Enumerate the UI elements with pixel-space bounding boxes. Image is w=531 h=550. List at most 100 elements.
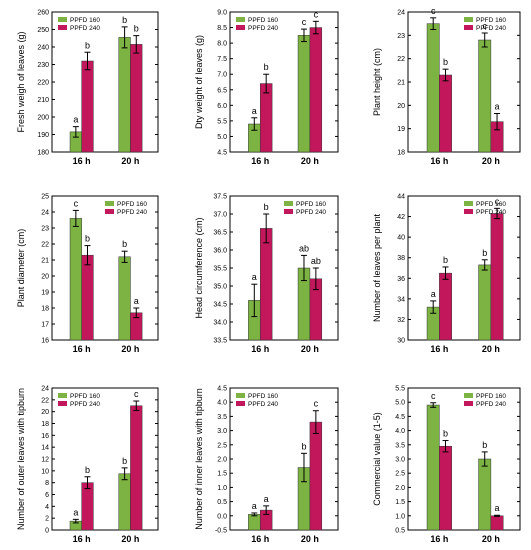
x-tick-label: 16 h <box>251 344 269 354</box>
y-tick-label: 22 <box>397 56 405 63</box>
significance-letter: c <box>314 399 319 409</box>
bar-ppfd160 <box>478 39 492 153</box>
y-tick-label: 2.5 <box>395 471 405 478</box>
x-tick-label: 16 h <box>251 534 269 544</box>
legend-swatch-ppfd240 <box>236 401 245 406</box>
y-axis-label: Number of leaves per plant <box>372 213 382 322</box>
bar-ppfd160 <box>69 218 82 341</box>
bar-ppfd240 <box>490 515 504 531</box>
y-tick-label: 20 <box>41 409 49 416</box>
bar-ppfd240 <box>309 27 323 153</box>
legend-label: PPFD 240 <box>117 209 147 216</box>
y-tick-label: 4.0 <box>217 400 227 407</box>
chart-panel-5: 33.5 34.0 34.5 35.0 35.5 36.0 36.5 37.0 37.5 Head… <box>194 194 339 354</box>
y-axis-label: Commercial value (1-5) <box>372 412 382 506</box>
y-tick-label: 19 <box>41 290 49 297</box>
significance-letter: a <box>134 296 139 306</box>
significance-letter: b <box>301 441 306 451</box>
y-tick-label: 37.5 <box>213 194 227 201</box>
y-tick-label: 3.0 <box>395 457 405 464</box>
y-tick-label: 14 <box>41 445 49 452</box>
bar-ppfd240 <box>130 44 143 153</box>
significance-letter: c <box>482 21 487 31</box>
y-tick-label: 1.5 <box>217 471 227 478</box>
y-axis-label: Number of outer leaves with tipburn <box>16 388 26 530</box>
y-tick-label: 21 <box>397 80 405 87</box>
legend-label: PPFD 160 <box>476 17 506 24</box>
y-tick-label: 1.0 <box>395 513 405 520</box>
y-tick-label: 44 <box>397 194 405 201</box>
legend-label: PPFD 160 <box>476 393 506 400</box>
legend-swatch-ppfd240 <box>105 209 114 214</box>
y-axis-label: Fresh weigh of leaves (g) <box>16 31 26 132</box>
y-axis-label: Dty weight of leaves (g) <box>194 35 204 129</box>
bar-ppfd160 <box>248 514 261 531</box>
y-tick-label: 23 <box>397 33 405 40</box>
legend-label: PPFD 160 <box>70 17 100 24</box>
legend-label: PPFD 240 <box>248 25 278 32</box>
y-tick-label: 23 <box>41 226 49 233</box>
x-tick-label: 20 h <box>301 156 319 166</box>
y-tick-label: 36 <box>397 276 405 283</box>
chart-panel-9: 0.5 1.0 1.5 2.0 2.5 3.0 3.5 4.0 4.5 5.0 5.5 Commerc… <box>372 386 521 544</box>
bar-ppfd240 <box>309 421 323 531</box>
y-axis-label: Plant height (cm) <box>372 48 382 116</box>
y-tick-label: 24 <box>41 210 49 217</box>
y-tick-label: 3.5 <box>395 442 405 449</box>
significance-letter: b <box>443 255 448 265</box>
significance-letter: b <box>122 239 127 249</box>
y-tick-label: 6.0 <box>217 103 227 110</box>
x-tick-label: 20 h <box>482 344 500 354</box>
legend-label: PPFD 160 <box>296 201 326 208</box>
legend-swatch-ppfd160 <box>464 17 473 22</box>
y-tick-label: 7.5 <box>217 56 227 63</box>
y-tick-label: 2.0 <box>395 485 405 492</box>
y-tick-label: 36.0 <box>213 248 227 255</box>
significance-letter: b <box>85 40 90 50</box>
plot-frame <box>407 387 521 531</box>
significance-letter: a <box>252 272 257 282</box>
bar-ppfd160 <box>297 35 311 153</box>
bar-ppfd240 <box>490 213 504 341</box>
legend-label: PPFD 160 <box>70 393 100 400</box>
y-tick-label: 25 <box>41 194 49 201</box>
plot-frame <box>51 195 159 341</box>
significance-letter: a <box>252 106 257 116</box>
significance-letter: b <box>85 465 90 475</box>
y-tick-label: 4.5 <box>217 150 227 157</box>
y-tick-label: 33.5 <box>213 338 227 345</box>
y-tick-label: 34.5 <box>213 302 227 309</box>
legend-label: PPFD 160 <box>476 201 506 208</box>
y-tick-label: 32 <box>397 317 405 324</box>
y-tick-label: 18 <box>397 150 405 157</box>
significance-letter: a <box>252 501 257 511</box>
y-tick-label: 180 <box>37 150 49 157</box>
significance-letter: a <box>431 289 436 299</box>
y-tick-label: 3.0 <box>217 428 227 435</box>
y-tick-label: 16 <box>41 433 49 440</box>
x-tick-label: 20 h <box>121 534 139 544</box>
bar-ppfd240 <box>439 272 452 341</box>
bar-ppfd240 <box>439 445 452 531</box>
y-tick-label: 22 <box>41 242 49 249</box>
y-tick-label: 4.0 <box>395 428 405 435</box>
legend-label: PPFD 160 <box>117 201 147 208</box>
x-tick-label: 20 h <box>482 156 500 166</box>
y-tick-label: 0.5 <box>395 528 405 535</box>
y-tick-label: 7.0 <box>217 72 227 79</box>
chart-panel-8: -0.5 0.0 0.5 1.0 1.5 2.0 2.5 3.0 3.5 4.0 4.5 Number… <box>194 386 339 544</box>
y-tick-label: 18 <box>41 306 49 313</box>
y-tick-label: 230 <box>37 62 49 69</box>
y-tick-label: 22 <box>41 397 49 404</box>
y-tick-label: 20 <box>41 274 49 281</box>
y-tick-label: 34.0 <box>213 320 227 327</box>
legend-swatch-ppfd240 <box>58 25 67 30</box>
y-tick-label: 4.5 <box>217 386 227 393</box>
chart-panel-3: 18 19 20 21 22 23 24 Plant height (cm) 16 h c b 20 … <box>372 6 521 166</box>
y-tick-label: 17 <box>41 322 49 329</box>
legend-label: PPFD 240 <box>70 401 100 408</box>
